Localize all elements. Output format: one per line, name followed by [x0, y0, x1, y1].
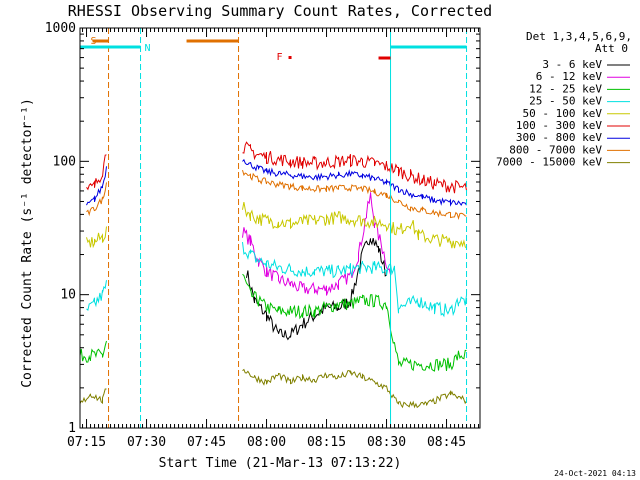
y-tick-label: 100	[53, 154, 76, 169]
series-line-100-300keV	[86, 141, 467, 194]
x-tick-label: 08:00	[247, 435, 286, 450]
saa-label: S	[91, 36, 97, 47]
x-tick-label: 07:45	[187, 435, 226, 450]
plot-area: S N F	[79, 28, 468, 428]
legend-entry-label: 100 - 300 keV	[516, 119, 602, 132]
series-line-800-7000keV	[86, 169, 467, 221]
x-tick-label: 08:15	[307, 435, 346, 450]
legend-entry-label: 6 - 12 keV	[536, 70, 603, 83]
series-line-6-12keV	[242, 192, 391, 296]
x-tick-label: 08:45	[427, 435, 466, 450]
night-label: N	[145, 43, 151, 54]
legend-entry-label: 7000 - 15000 keV	[496, 156, 602, 169]
legend-entry-label: 300 - 800 keV	[516, 131, 602, 144]
x-axis-label: Start Time (21-Mar-13 07:13:22)	[159, 456, 402, 471]
legend-entry-label: 3 - 6 keV	[542, 58, 602, 71]
flare-label: F	[277, 52, 283, 63]
footer-timestamp: 24-Oct-2021 04:13	[554, 469, 636, 478]
legend-entry-label: 50 - 100 keV	[523, 107, 603, 120]
y-tick-label: 10	[60, 288, 76, 303]
x-tick-label: 07:30	[127, 435, 166, 450]
x-tick-label: 07:15	[67, 435, 106, 450]
series-line-50-100keV	[86, 202, 467, 249]
flare-dot	[288, 56, 292, 59]
legend-header-line1: Det 1,3,4,5,6,9,	[526, 30, 632, 43]
series-line-300-800keV	[86, 158, 467, 207]
legend-entry-label: 800 - 7000 keV	[509, 143, 602, 156]
legend-header-line2: Att 0	[595, 42, 628, 55]
y-axis-label: Corrected Count Rate (s⁻¹ detector⁻¹)	[20, 98, 35, 388]
series-line-12-25keV	[79, 273, 467, 372]
series-line-7000-15000keV	[79, 368, 467, 409]
series-line-3-6keV	[246, 237, 387, 341]
axes: 1 10 100 1000 07:15 07:30 07:45 08:00 08:15 08:30…	[45, 21, 481, 450]
y-tick-label: 1000	[45, 21, 76, 36]
x-tick-label: 08:30	[367, 435, 406, 450]
chart-title: RHESSI Observing Summary Count Rates, Co…	[68, 2, 492, 20]
legend-entry-label: 25 - 50 keV	[529, 95, 602, 108]
legend-entry-label: 12 - 25 keV	[529, 82, 602, 95]
plot-frame	[79, 27, 481, 429]
y-tick-label: 1	[68, 421, 76, 436]
series-line-25-50keV	[86, 242, 467, 318]
